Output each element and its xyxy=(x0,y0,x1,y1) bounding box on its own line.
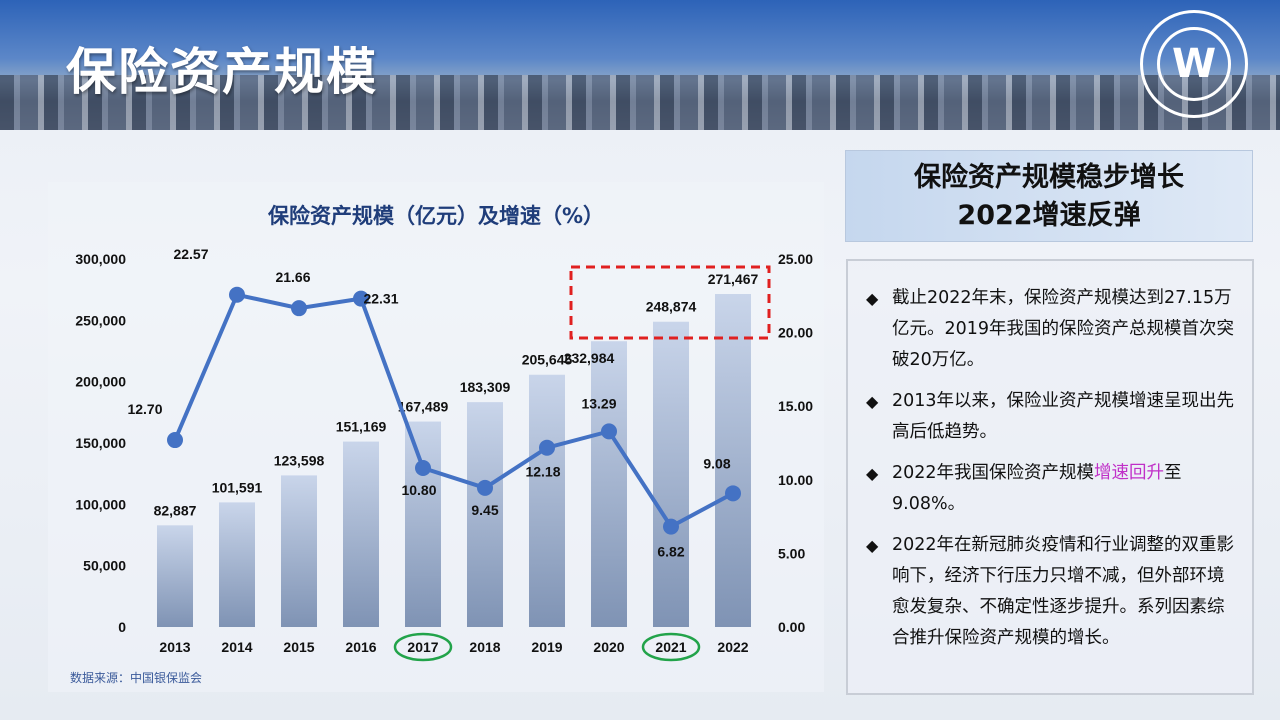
logo-mark-icon: W xyxy=(1157,27,1231,101)
bullet-text: 2013年以来，保险业资产规模增速呈现出先高后低趋势。 xyxy=(892,391,1235,442)
bullet-item: ◆ 2013年以来，保险业资产规模增速呈现出先高后低趋势。 xyxy=(866,386,1240,448)
page-title: 保险资产规模 xyxy=(66,43,378,101)
bullet-item: ◆ 截止2022年末，保险资产规模达到27.15万亿元。2019年我国的保险资产总… xyxy=(866,283,1240,376)
headline-box: 保险资产规模稳步增长 2022增速反弹 xyxy=(845,150,1253,242)
bullet-text: 截止2022年末，保险资产规模达到27.15万亿元。2019年我国的保险资产总规… xyxy=(892,288,1235,370)
header-banner xyxy=(0,0,1280,130)
chart-title: 保险资产规模（亿元）及增速（%） xyxy=(267,204,605,228)
bullet-highlight: 增速回升 xyxy=(1094,463,1165,483)
diamond-bullet-icon: ◆ xyxy=(866,392,879,411)
data-source: 数据来源：中国银保监会 xyxy=(70,671,203,685)
bullet-text: 2022年在新冠肺炎疫情和行业调整的双重影响下，经济下行压力只增不减，但外部环境… xyxy=(892,535,1235,648)
bullet-text-after: 至9.08%。 xyxy=(892,463,1182,514)
diamond-bullet-icon: ◆ xyxy=(866,536,879,555)
headline-line2: 2022增速反弹 xyxy=(957,200,1141,231)
logo: W xyxy=(1140,10,1248,118)
bullet-text: 2022年我国保险资产规模增速回升至9.08%。 xyxy=(892,458,1240,520)
headline-line1: 保险资产规模稳步增长 xyxy=(914,162,1184,193)
chart-panel: 保险资产规模（亿元）及增速（%） xyxy=(48,182,824,692)
bullet-item: ◆ 2022年我国保险资产规模增速回升至9.08%。 xyxy=(866,458,1240,520)
bullet-list: ◆ 截止2022年末，保险资产规模达到27.15万亿元。2019年我国的保险资产总… xyxy=(846,259,1254,695)
bullet-text-before: 2022年我国保险资产规模 xyxy=(892,463,1095,483)
city-skyline-image xyxy=(0,75,1280,130)
diamond-bullet-icon: ◆ xyxy=(866,464,879,483)
diamond-bullet-icon: ◆ xyxy=(866,289,879,308)
bullet-item: ◆ 2022年在新冠肺炎疫情和行业调整的双重影响下，经济下行压力只增不减，但外部环… xyxy=(866,530,1240,654)
